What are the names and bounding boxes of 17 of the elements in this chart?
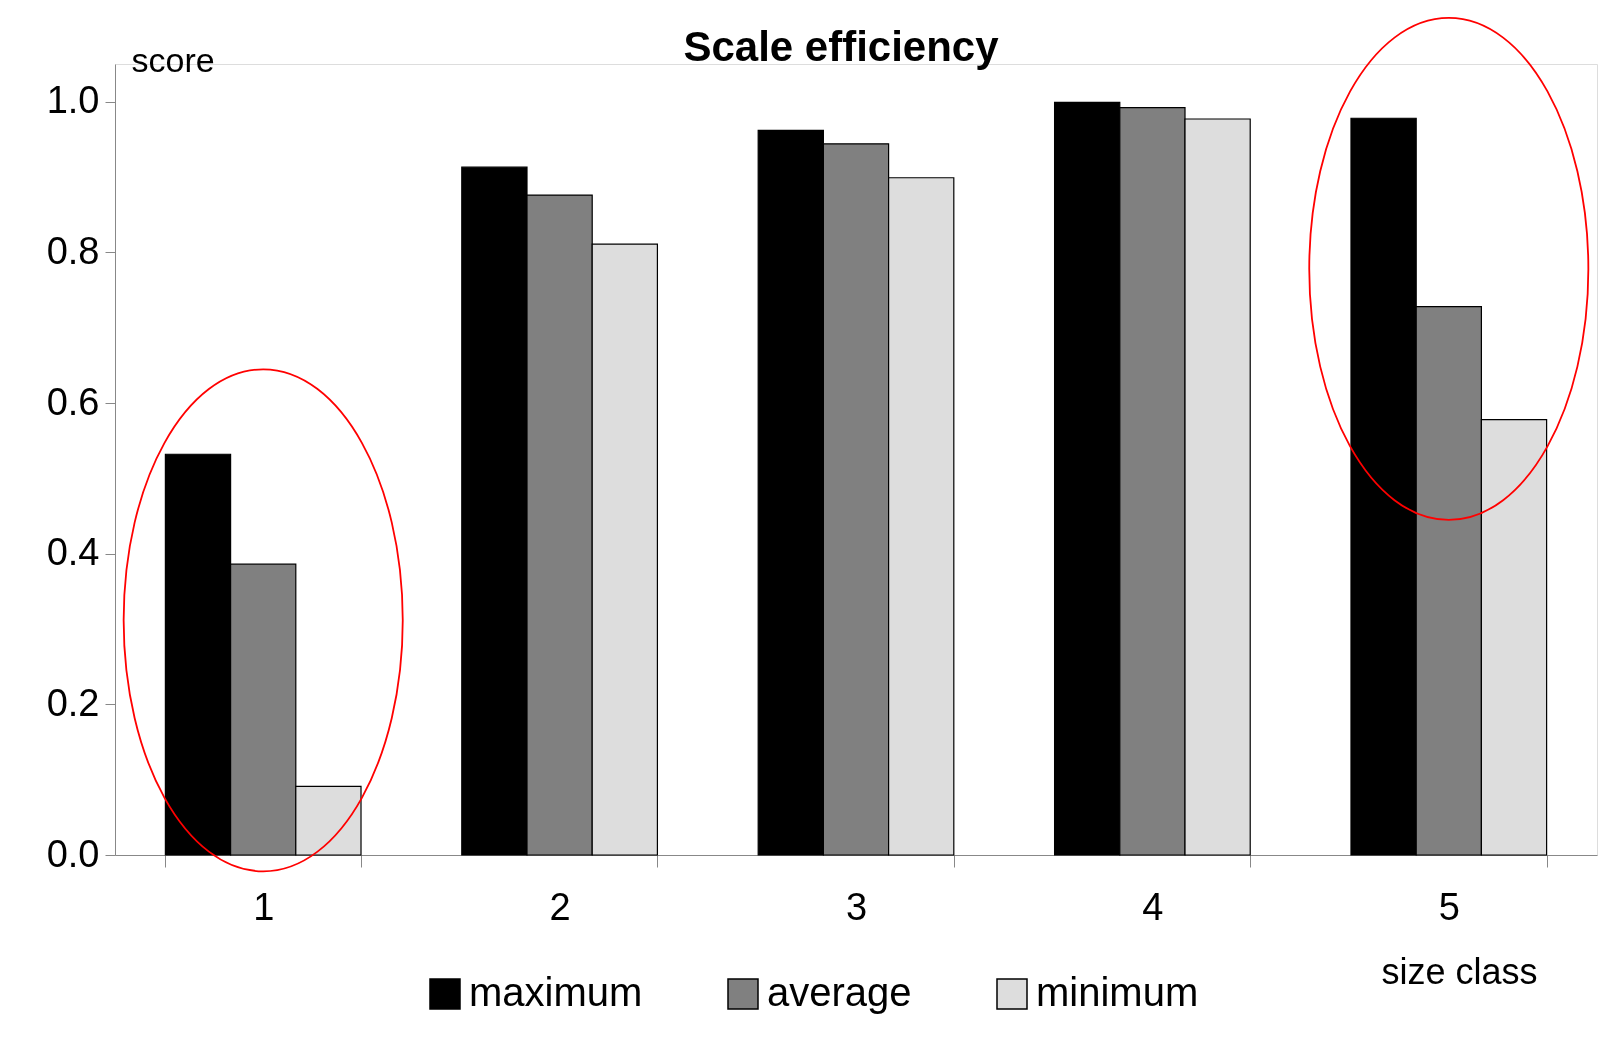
x-tick-label: 5: [1438, 885, 1460, 928]
y-tick-label: 0.2: [46, 681, 100, 724]
y-tick-label: 0.0: [46, 832, 100, 875]
y-tick-label: 0.8: [46, 229, 100, 272]
x-tick-label: 4: [1142, 885, 1164, 928]
x-tick-label: 3: [845, 885, 868, 928]
legend-label: maximum: [469, 970, 643, 1014]
x-axis-title: size class: [1381, 950, 1538, 992]
y-axis-title: score: [131, 40, 215, 79]
y-tick-label: 0.4: [46, 531, 100, 574]
x-tick-label: 1: [253, 885, 275, 928]
legend-label: average: [767, 970, 912, 1014]
y-tick-label: 0.6: [46, 380, 100, 423]
y-tick-label: 1.0: [46, 79, 100, 122]
legend-label: minimum: [1036, 970, 1199, 1014]
x-tick-label: 2: [549, 885, 571, 928]
chart-title: Scale efficiency: [683, 23, 1000, 70]
